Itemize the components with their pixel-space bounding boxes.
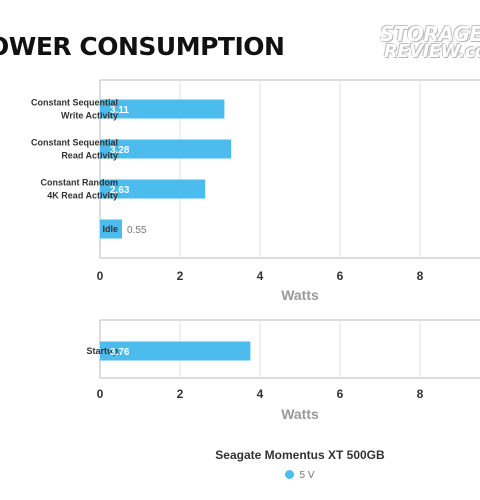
bar [100, 139, 232, 159]
logo-line-1: STORAGE [380, 22, 480, 46]
storagereview-logo: STORAGE REVIEW.co [380, 22, 480, 66]
data-label: 3.28 [110, 145, 130, 156]
x-tick-label: 6 [337, 269, 344, 283]
category-label: Write Activity [61, 111, 118, 121]
category-label: Constant Sequential [31, 98, 118, 108]
x-tick-label: 8 [417, 269, 424, 283]
data-label: 3.76 [110, 347, 130, 358]
x-tick-label: 0 [97, 269, 104, 283]
x-tick-label: 0 [97, 387, 104, 401]
x-tick-label: 2 [177, 269, 184, 283]
data-label: 3.11 [110, 105, 129, 116]
x-tick-label: 2 [177, 387, 184, 401]
legend-label: 5 V [299, 470, 315, 481]
bar [100, 99, 225, 119]
legend-swatch [285, 470, 295, 479]
x-axis-title: Watts [281, 287, 319, 303]
bar [100, 179, 206, 199]
legend-title: Seagate Momentus XT 500GB [215, 448, 385, 462]
category-label: Startup [87, 346, 119, 356]
category-label: Constant Sequential [31, 138, 118, 148]
x-tick-label: 4 [257, 387, 264, 401]
data-label: 0.55 [127, 225, 147, 236]
legend-item-5v: 5 V [0, 470, 480, 481]
data-label: 2.63 [110, 185, 130, 196]
logo-line-2: REVIEW.co [384, 41, 480, 62]
x-tick-label: 4 [257, 269, 264, 283]
chart-title: OWER CONSUMPTION [0, 32, 285, 61]
x-tick-label: 8 [417, 387, 424, 401]
x-tick-label: 6 [337, 387, 344, 401]
x-axis-title: Watts [281, 406, 319, 422]
category-label: 4K Read Activity [47, 191, 118, 201]
category-label: Idle [102, 224, 118, 234]
bar [100, 341, 251, 361]
bar [100, 219, 122, 239]
category-label: Constant Random [41, 178, 119, 188]
category-label: Read Activity [61, 151, 118, 161]
